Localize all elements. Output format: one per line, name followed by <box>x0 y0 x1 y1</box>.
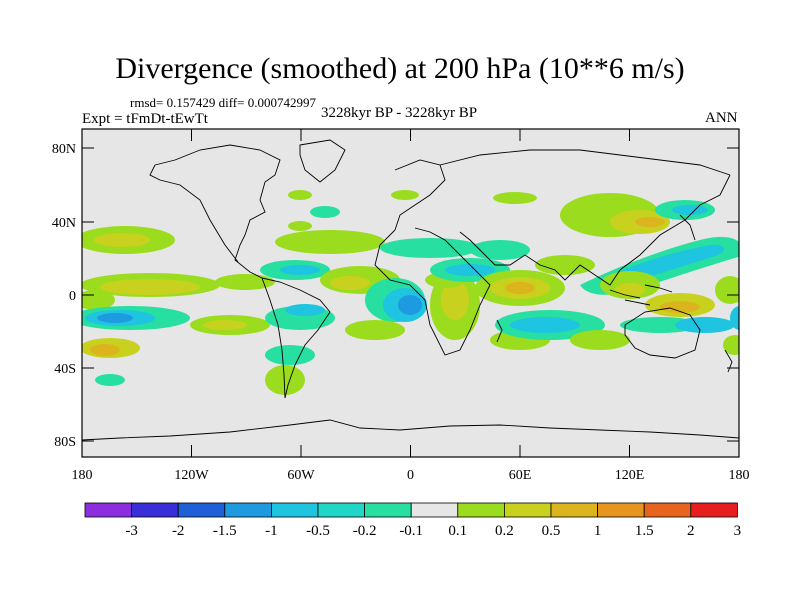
colorbar-swatch <box>643 502 692 518</box>
lat-label-eq: 0 <box>69 289 76 304</box>
colorbar-swatch <box>270 502 319 518</box>
period-label: 3228kyr BP - 3228kyr BP <box>321 105 478 121</box>
colorbar-swatch <box>364 502 412 518</box>
experiment-label: Expt = tFmDt-tEwTt <box>82 111 208 127</box>
lon-label-120e: 120E <box>615 468 645 483</box>
colorbar-label: 0.2 <box>495 523 514 539</box>
colorbar-label: -0.2 <box>353 523 377 539</box>
colorbar-swatch <box>410 502 459 518</box>
lat-ticks <box>82 147 739 442</box>
colorbar-label: -1 <box>265 523 278 539</box>
lon-label-180e: 180 <box>729 468 750 483</box>
colorbar-label: -2 <box>172 523 185 539</box>
colorbar-label: -1.5 <box>213 523 237 539</box>
lon-label-0: 0 <box>407 468 414 483</box>
coastlines <box>82 139 739 441</box>
colorbar-swatch <box>131 502 179 518</box>
colorbar-swatch <box>317 502 365 518</box>
colorbar-label: 1.5 <box>635 523 654 539</box>
colorbar-label: -0.5 <box>306 523 330 539</box>
colorbar-swatch <box>503 502 552 518</box>
colorbar-swatch <box>224 502 272 518</box>
colorbar-swatch <box>690 502 738 518</box>
stats-text: rmsd= 0.157429 diff= 0.000742997 <box>130 95 316 110</box>
lat-label-80n: 80N <box>52 142 76 157</box>
colorbar-label: 3 <box>734 523 742 539</box>
colorbar-label: 1 <box>594 523 602 539</box>
colorbar-label: -3 <box>125 523 138 539</box>
colorbar-label: 2 <box>687 523 695 539</box>
lon-ticks <box>81 129 740 457</box>
colorbar-swatch <box>84 502 132 518</box>
colorbar-swatch <box>457 502 505 518</box>
season-label: ANN <box>705 110 738 126</box>
lat-label-80s: 80S <box>54 435 76 450</box>
colorbar-swatch <box>550 502 598 518</box>
lat-label-40n: 40N <box>52 216 76 231</box>
colorbar-label: -0.1 <box>399 523 423 539</box>
colorbar-swatch <box>597 502 645 518</box>
lon-label-120w: 120W <box>174 468 209 483</box>
lat-label-40s: 40S <box>54 362 76 377</box>
colorbar <box>84 502 738 518</box>
colorbar-swatch <box>177 502 226 518</box>
lon-label-180w: 180 <box>72 468 93 483</box>
lon-label-60w: 60W <box>287 468 315 483</box>
lon-label-60e: 60E <box>509 468 532 483</box>
colorbar-label: 0.5 <box>542 523 561 539</box>
map-title: Divergence (smoothed) at 200 hPa (10**6 … <box>115 52 685 85</box>
divergence-field <box>82 190 739 395</box>
colorbar-label: 0.1 <box>448 523 467 539</box>
